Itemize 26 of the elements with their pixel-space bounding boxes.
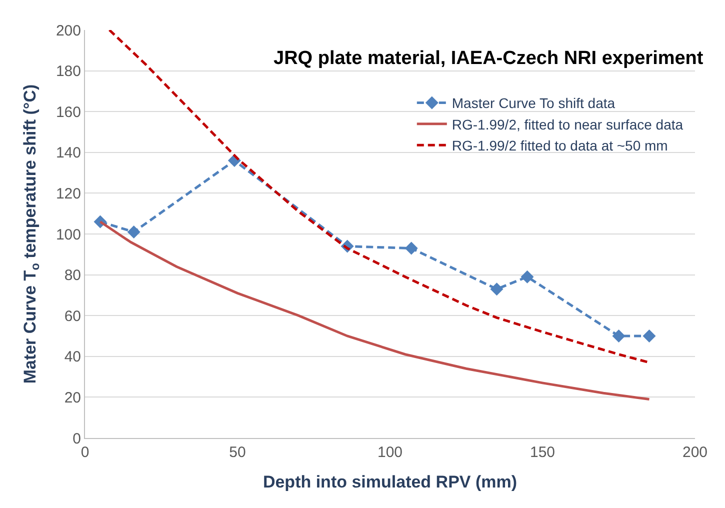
legend-label: Master Curve To shift data xyxy=(452,95,616,112)
point xyxy=(404,242,418,255)
legend-label: RG-1.99/2, fitted to near surface data xyxy=(452,116,684,132)
x-axis-title: Depth into simulated RPV (mm) xyxy=(262,472,518,492)
y-tick-label: 80 xyxy=(64,267,81,284)
y-tick-label: 100 xyxy=(56,226,81,244)
y-tick-label: 140 xyxy=(56,144,81,162)
x-tick-label: 50 xyxy=(229,444,246,461)
x-tick-label: 200 xyxy=(682,444,708,461)
y-tick-label: 0 xyxy=(72,430,81,448)
y-tick-label: 200 xyxy=(56,22,81,40)
y-tick-label: 60 xyxy=(64,308,81,325)
x-tick-label: 150 xyxy=(530,444,556,461)
y-tick-label: 120 xyxy=(56,185,81,202)
y-tick-label: 180 xyxy=(56,63,81,80)
point xyxy=(612,330,626,342)
x-tick-label: 100 xyxy=(377,444,403,461)
y-tick-label: 160 xyxy=(56,104,81,121)
text: JRQ plate material, IAEA-Czech NRI experiment xyxy=(274,48,704,70)
point xyxy=(520,270,534,284)
point xyxy=(490,282,504,296)
y-tick-label: 20 xyxy=(64,389,81,406)
y-tick-label: 40 xyxy=(64,348,81,366)
legend-label: RG-1.99/2 fitted to data at ~50 mm xyxy=(452,138,668,154)
point xyxy=(127,225,140,238)
point xyxy=(642,330,656,342)
